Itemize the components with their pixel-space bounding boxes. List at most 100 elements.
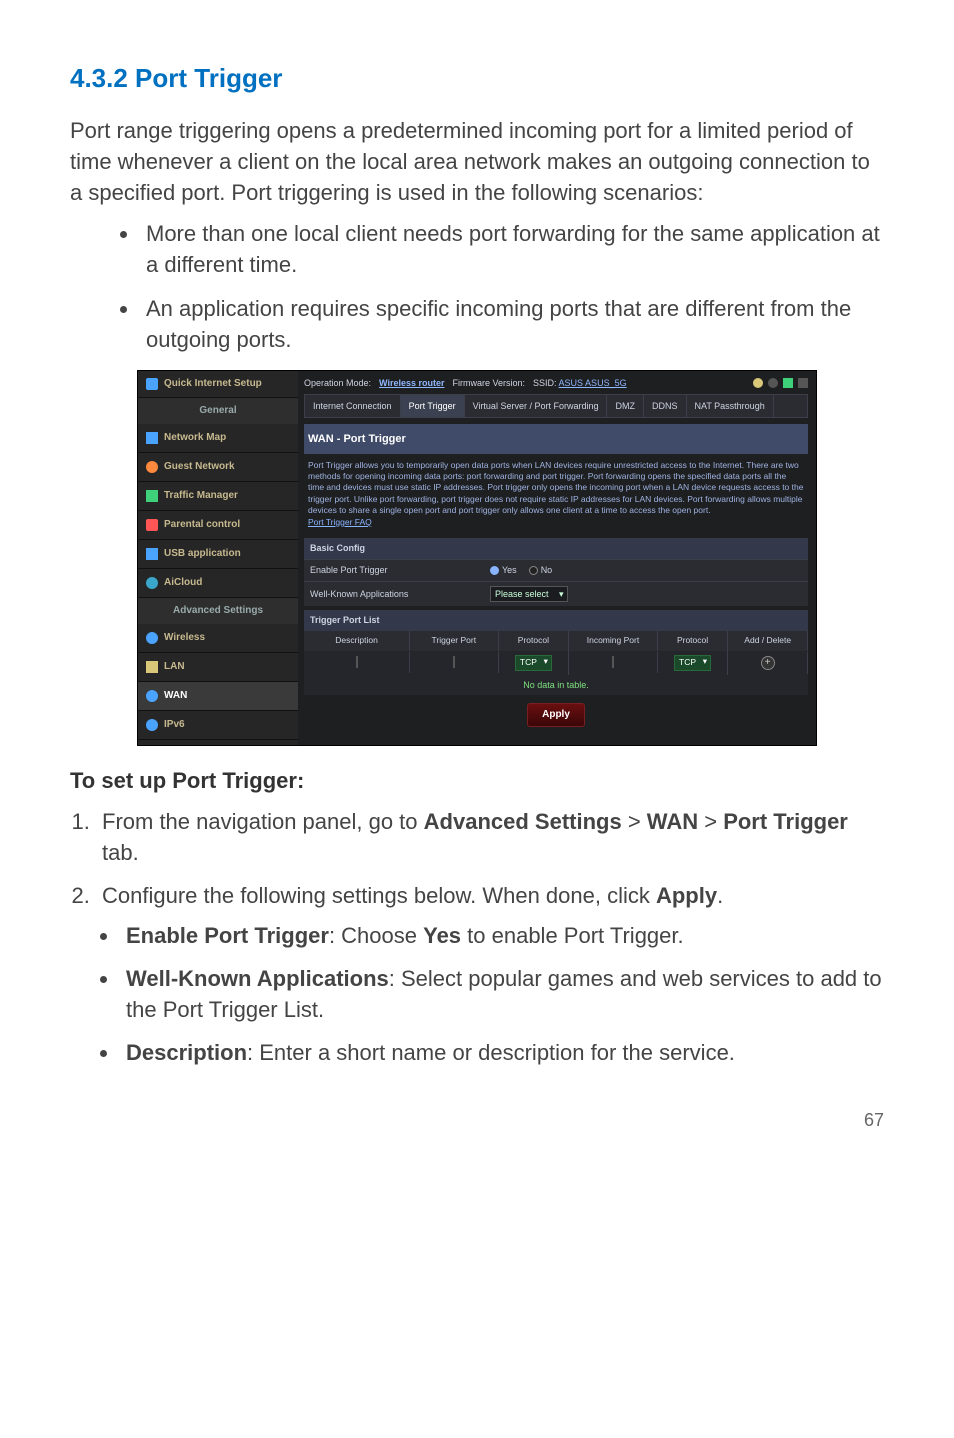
top-status-line: Operation Mode: Wireless router Firmware… [304, 375, 808, 394]
cloud-icon [146, 577, 158, 589]
trigger-port-input[interactable] [453, 656, 455, 668]
refresh-icon[interactable] [768, 378, 778, 388]
bullet-text: : Choose [329, 923, 423, 948]
tab-virtual-server[interactable]: Virtual Server / Port Forwarding [465, 395, 608, 418]
sidebar-item-aicloud[interactable]: AiCloud [138, 569, 298, 598]
description-input[interactable] [356, 656, 358, 668]
step-text: . [717, 883, 723, 908]
section-heading: 4.3.2 Port Trigger [70, 60, 884, 96]
sidebar-item-label: LAN [164, 660, 185, 674]
port-trigger-faq-link[interactable]: Port Trigger FAQ [308, 517, 372, 527]
intro-bullet: More than one local client needs port fo… [140, 219, 884, 281]
sidebar-item-guest-network[interactable]: Guest Network [138, 453, 298, 482]
bullet-bold: Yes [423, 923, 461, 948]
bullet-bold: Description [126, 1040, 247, 1065]
radio-yes-label: Yes [502, 564, 517, 577]
lang-icon[interactable] [798, 378, 808, 388]
page-number: 67 [70, 1108, 884, 1133]
tab-nat-passthrough[interactable]: NAT Passthrough [687, 395, 774, 418]
apply-button[interactable]: Apply [527, 703, 585, 727]
globe-icon [146, 690, 158, 702]
lock-icon [146, 519, 158, 531]
tab-dmz[interactable]: DMZ [607, 395, 644, 418]
sidebar-item-label: AiCloud [164, 576, 202, 590]
user-icon[interactable] [753, 378, 763, 388]
sidebar-item-wan[interactable]: WAN [138, 682, 298, 711]
trigger-list-input-row: TCP TCP + [304, 651, 808, 675]
radio-dot-icon [490, 566, 499, 575]
wifi-icon [146, 632, 158, 644]
radio-yes[interactable]: Yes [490, 564, 517, 577]
traffic-manager-icon [146, 490, 158, 502]
col-incoming-port: Incoming Port [569, 631, 657, 651]
intro-bullet: An application requires specific incomin… [140, 294, 884, 356]
basic-config-header: Basic Config [304, 538, 808, 559]
sidebar-item-label: USB application [164, 547, 241, 561]
trigger-protocol-select[interactable]: TCP [515, 655, 552, 671]
col-protocol: Protocol [499, 631, 570, 651]
guest-network-icon [146, 461, 158, 473]
sidebar-general-label: General [138, 398, 298, 424]
sidebar-item-label: Guest Network [164, 460, 235, 474]
ipv6-icon [146, 719, 158, 731]
sidebar-item-label: IPv6 [164, 718, 185, 732]
setup-steps: From the navigation panel, go to Advance… [96, 807, 884, 1069]
sidebar-quick-setup[interactable]: Quick Internet Setup [138, 371, 298, 398]
usb-icon [146, 548, 158, 560]
setup-heading: To set up Port Trigger: [70, 766, 884, 797]
sidebar-item-network-map[interactable]: Network Map [138, 424, 298, 453]
sidebar-item-lan[interactable]: LAN [138, 653, 298, 682]
sidebar-item-wireless[interactable]: Wireless [138, 624, 298, 653]
operation-mode-link[interactable]: Wireless router [379, 378, 444, 388]
sidebar-item-label: Quick Internet Setup [164, 377, 262, 391]
bullet-bold: Well-Known Applications [126, 966, 389, 991]
main-panel-title: WAN - Port Trigger [304, 424, 808, 453]
sidebar-item-ipv6[interactable]: IPv6 [138, 711, 298, 740]
incoming-protocol-select[interactable]: TCP [674, 655, 711, 671]
step-1: From the navigation panel, go to Advance… [96, 807, 884, 869]
sidebar-item-label: Wireless [164, 631, 205, 645]
intro-paragraph: Port range triggering opens a predetermi… [70, 116, 884, 208]
tab-ddns[interactable]: DDNS [644, 395, 687, 418]
step-2-sublist: Enable Port Trigger: Choose Yes to enabl… [120, 921, 884, 1068]
row-enable-port-trigger: Enable Port Trigger Yes No [304, 559, 808, 581]
sub-bullet: Well-Known Applications: Select popular … [120, 964, 884, 1026]
enable-port-trigger-label: Enable Port Trigger [310, 564, 490, 577]
col-description: Description [304, 631, 410, 651]
trigger-port-list-header: Trigger Port List [304, 610, 808, 631]
radio-no-label: No [541, 564, 553, 577]
trigger-list-columns: Description Trigger Port Protocol Incomi… [304, 631, 808, 651]
router-screenshot: Quick Internet Setup General Network Map… [137, 370, 817, 746]
col-protocol-2: Protocol [658, 631, 729, 651]
radio-dot-icon [529, 566, 538, 575]
step-2: Configure the following settings below. … [96, 881, 884, 1069]
step-text: tab. [102, 840, 139, 865]
sidebar-item-label: Parental control [164, 518, 240, 532]
description-text: Port Trigger allows you to temporarily o… [308, 460, 803, 516]
add-row-button[interactable]: + [761, 656, 775, 670]
logout-icon[interactable] [783, 378, 793, 388]
tab-port-trigger[interactable]: Port Trigger [401, 395, 465, 418]
step-text: > [622, 809, 647, 834]
bullet-text: : Enter a short name or description for … [247, 1040, 735, 1065]
tab-internet-connection[interactable]: Internet Connection [305, 395, 401, 418]
ssid-link[interactable]: ASUS ASUS_5G [559, 378, 627, 388]
sidebar-item-usb-application[interactable]: USB application [138, 540, 298, 569]
sidebar-item-traffic-manager[interactable]: Traffic Manager [138, 482, 298, 511]
step-bold: Advanced Settings [424, 809, 622, 834]
bullet-text: to enable Port Trigger. [461, 923, 684, 948]
radio-no[interactable]: No [529, 564, 553, 577]
incoming-port-input[interactable] [612, 656, 614, 668]
no-data-text: No data in table. [304, 675, 808, 696]
sidebar-item-label: WAN [164, 689, 187, 703]
sidebar-item-label: Traffic Manager [164, 489, 238, 503]
network-map-icon [146, 432, 158, 444]
sidebar-item-parental-control[interactable]: Parental control [138, 511, 298, 540]
intro-bullet-list: More than one local client needs port fo… [140, 219, 884, 356]
sub-bullet: Description: Enter a short name or descr… [120, 1038, 884, 1069]
wellknown-apps-select[interactable]: Please select [490, 586, 568, 603]
ssid-label: SSID: [533, 378, 559, 388]
sidebar-advanced-label: Advanced Settings [138, 598, 298, 624]
step-bold: Port Trigger [723, 809, 848, 834]
router-main: Operation Mode: Wireless router Firmware… [298, 371, 816, 745]
